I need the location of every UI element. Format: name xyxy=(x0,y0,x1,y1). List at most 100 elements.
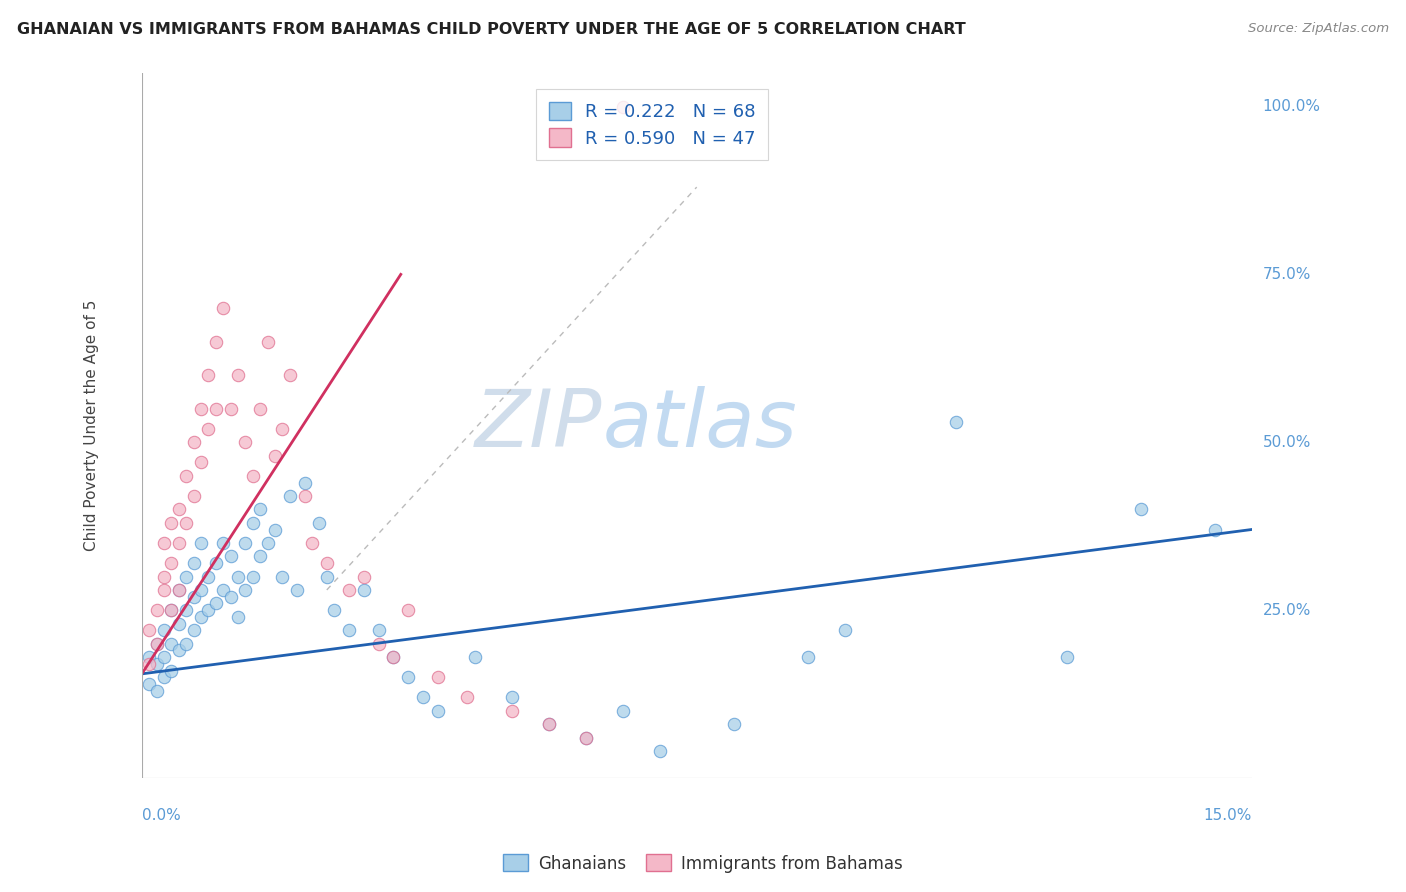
Point xyxy=(945,415,967,429)
Point xyxy=(145,637,167,651)
Point xyxy=(235,435,257,450)
Point xyxy=(219,401,242,416)
Point xyxy=(834,624,856,638)
Point xyxy=(723,717,745,731)
Point xyxy=(382,650,405,665)
Point xyxy=(167,582,190,597)
Point xyxy=(138,650,160,665)
Point xyxy=(382,650,405,665)
Point xyxy=(396,670,419,684)
Point xyxy=(197,368,219,383)
Point xyxy=(204,334,226,349)
Point xyxy=(242,569,264,583)
Point xyxy=(612,99,634,113)
Point xyxy=(212,582,235,597)
Point xyxy=(174,569,197,583)
Point xyxy=(183,556,205,570)
Point xyxy=(153,569,176,583)
Point xyxy=(153,670,176,684)
Point xyxy=(190,455,212,469)
Point xyxy=(145,603,167,617)
Point xyxy=(190,536,212,550)
Point xyxy=(271,422,294,436)
Point xyxy=(167,643,190,657)
Point xyxy=(160,603,183,617)
Point xyxy=(190,401,212,416)
Point xyxy=(1056,650,1078,665)
Point xyxy=(160,664,183,678)
Point xyxy=(183,590,205,604)
Point xyxy=(190,582,212,597)
Text: GHANAIAN VS IMMIGRANTS FROM BAHAMAS CHILD POVERTY UNDER THE AGE OF 5 CORRELATION: GHANAIAN VS IMMIGRANTS FROM BAHAMAS CHIL… xyxy=(17,22,966,37)
Point xyxy=(301,536,323,550)
Point xyxy=(1129,502,1152,516)
Point xyxy=(1204,523,1226,537)
Point xyxy=(271,569,294,583)
Point xyxy=(456,690,478,705)
Point xyxy=(353,582,375,597)
Point xyxy=(145,683,167,698)
Point xyxy=(138,677,160,691)
Point xyxy=(167,616,190,631)
Point xyxy=(174,468,197,483)
Point xyxy=(278,489,301,503)
Point xyxy=(256,334,278,349)
Point xyxy=(174,637,197,651)
Point xyxy=(153,650,176,665)
Point xyxy=(226,609,249,624)
Point xyxy=(183,624,205,638)
Point xyxy=(160,603,183,617)
Point xyxy=(426,704,449,718)
Point xyxy=(249,502,271,516)
Point xyxy=(464,650,486,665)
Point xyxy=(235,536,257,550)
Point xyxy=(278,368,301,383)
Point xyxy=(242,516,264,530)
Text: 75.0%: 75.0% xyxy=(1263,267,1310,282)
Point xyxy=(648,744,671,758)
Point xyxy=(249,549,271,564)
Point xyxy=(145,637,167,651)
Point xyxy=(226,569,249,583)
Point xyxy=(575,731,598,745)
Point xyxy=(367,624,389,638)
Point xyxy=(294,475,316,490)
Point xyxy=(285,582,308,597)
Point xyxy=(315,569,337,583)
Text: 25.0%: 25.0% xyxy=(1263,603,1310,617)
Point xyxy=(315,556,337,570)
Point xyxy=(174,603,197,617)
Legend: Ghanaians, Immigrants from Bahamas: Ghanaians, Immigrants from Bahamas xyxy=(496,847,910,880)
Point xyxy=(796,650,818,665)
Point xyxy=(575,731,598,745)
Point xyxy=(138,657,160,671)
Point xyxy=(537,717,560,731)
Point xyxy=(183,435,205,450)
Point xyxy=(226,368,249,383)
Text: Child Poverty Under the Age of 5: Child Poverty Under the Age of 5 xyxy=(84,300,100,551)
Text: 50.0%: 50.0% xyxy=(1263,434,1310,450)
Point xyxy=(190,609,212,624)
Point xyxy=(153,624,176,638)
Point xyxy=(264,523,287,537)
Text: 15.0%: 15.0% xyxy=(1204,808,1251,823)
Text: 0.0%: 0.0% xyxy=(142,808,180,823)
Point xyxy=(183,489,205,503)
Point xyxy=(167,536,190,550)
Point xyxy=(219,549,242,564)
Point xyxy=(138,624,160,638)
Point xyxy=(501,704,523,718)
Point xyxy=(197,422,219,436)
Point xyxy=(153,536,176,550)
Point xyxy=(537,717,560,731)
Point xyxy=(197,569,219,583)
Text: ZIP: ZIP xyxy=(475,386,602,465)
Point xyxy=(367,637,389,651)
Point xyxy=(160,637,183,651)
Point xyxy=(426,670,449,684)
Text: 100.0%: 100.0% xyxy=(1263,99,1320,114)
Point xyxy=(197,603,219,617)
Point xyxy=(167,502,190,516)
Point xyxy=(612,704,634,718)
Point xyxy=(337,624,360,638)
